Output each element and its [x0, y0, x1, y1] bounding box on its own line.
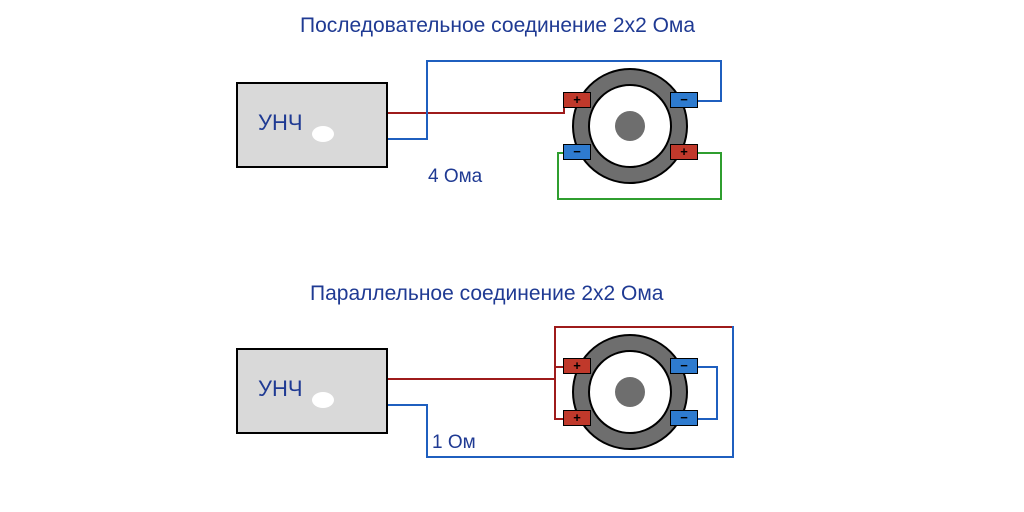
p-blue-h1: [388, 404, 428, 406]
p-red-h2: [554, 326, 734, 328]
series-amp-label: УНЧ: [258, 110, 303, 136]
parallel-title: Параллельное соединение 2х2 Ома: [310, 282, 663, 306]
series-title: Последовательное соединение 2х2 Ома: [300, 14, 695, 38]
p-red-h3: [554, 366, 563, 368]
green-h1: [557, 198, 722, 200]
green-v2: [720, 152, 722, 200]
parallel-ohm-label: 1 Ом: [432, 432, 476, 454]
t2-plus: +: [670, 144, 698, 160]
blue-v1: [426, 60, 428, 140]
p-red-v2: [554, 366, 556, 418]
p-blue-h2: [426, 456, 734, 458]
green-v1: [557, 152, 559, 200]
p2-minus: −: [670, 410, 698, 426]
blue-h3: [698, 100, 722, 102]
blue-v2: [720, 60, 722, 100]
p2-plus: +: [563, 410, 591, 426]
blue-h1: [388, 138, 428, 140]
blue-h2: [426, 60, 722, 62]
diagram-canvas: Последовательное соединение 2х2 Ома УНЧ 4 …: [0, 0, 1024, 512]
p-blue-v3: [716, 366, 718, 420]
parallel-amp-dot: [312, 392, 334, 408]
parallel-speaker-inner: [615, 377, 645, 407]
p-red-h4: [554, 418, 563, 420]
p-blue-v2: [732, 326, 734, 458]
red-h1: [388, 112, 563, 114]
series-speaker-inner: [615, 111, 645, 141]
t1-minus: −: [670, 92, 698, 108]
p-blue-h4: [698, 418, 718, 420]
p-blue-h3: [698, 366, 718, 368]
p-red-h1: [388, 378, 556, 380]
t2-minus: −: [563, 144, 591, 160]
series-amp-dot: [312, 126, 334, 142]
p1-plus: +: [563, 358, 591, 374]
series-ohm-label: 4 Ома: [428, 166, 482, 188]
p1-minus: −: [670, 358, 698, 374]
t1-plus: +: [563, 92, 591, 108]
parallel-amp-label: УНЧ: [258, 376, 303, 402]
green-h2: [698, 152, 722, 154]
p-blue-v1: [426, 404, 428, 458]
